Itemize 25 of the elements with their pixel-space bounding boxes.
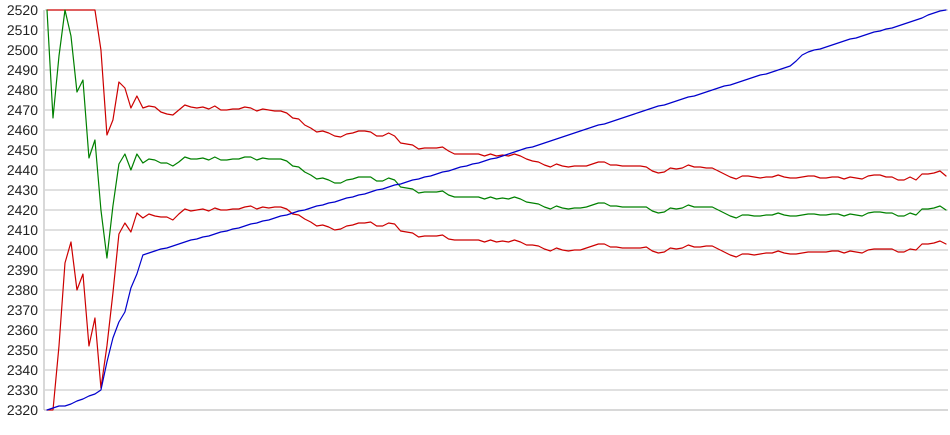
y-tick-label: 2340 <box>6 362 38 378</box>
y-tick-label: 2380 <box>6 282 38 298</box>
y-tick-label: 2460 <box>6 122 38 138</box>
y-tick-label: 2500 <box>6 42 38 58</box>
y-tick-label: 2320 <box>6 402 38 418</box>
line-series <box>46 9 947 259</box>
y-tick-label: 2450 <box>6 142 38 158</box>
y-tick-label: 2480 <box>6 82 38 98</box>
y-tick-label: 2330 <box>6 382 38 398</box>
y-tick-label: 2430 <box>6 182 38 198</box>
y-tick-label: 2510 <box>6 22 38 38</box>
y-tick-label: 2400 <box>6 242 38 258</box>
line-series <box>46 9 947 181</box>
y-tick-label: 2360 <box>6 322 38 338</box>
y-tick-label: 2440 <box>6 162 38 178</box>
y-tick-label: 2410 <box>6 222 38 238</box>
y-tick-label: 2390 <box>6 262 38 278</box>
y-tick-label: 2490 <box>6 62 38 78</box>
y-tick-label: 2520 <box>6 2 38 18</box>
y-tick-label: 2350 <box>6 342 38 358</box>
line-series <box>46 205 947 411</box>
y-tick-label: 2420 <box>6 202 38 218</box>
line-series <box>46 9 947 411</box>
y-tick-label: 2470 <box>6 102 38 118</box>
y-tick-label: 2370 <box>6 302 38 318</box>
